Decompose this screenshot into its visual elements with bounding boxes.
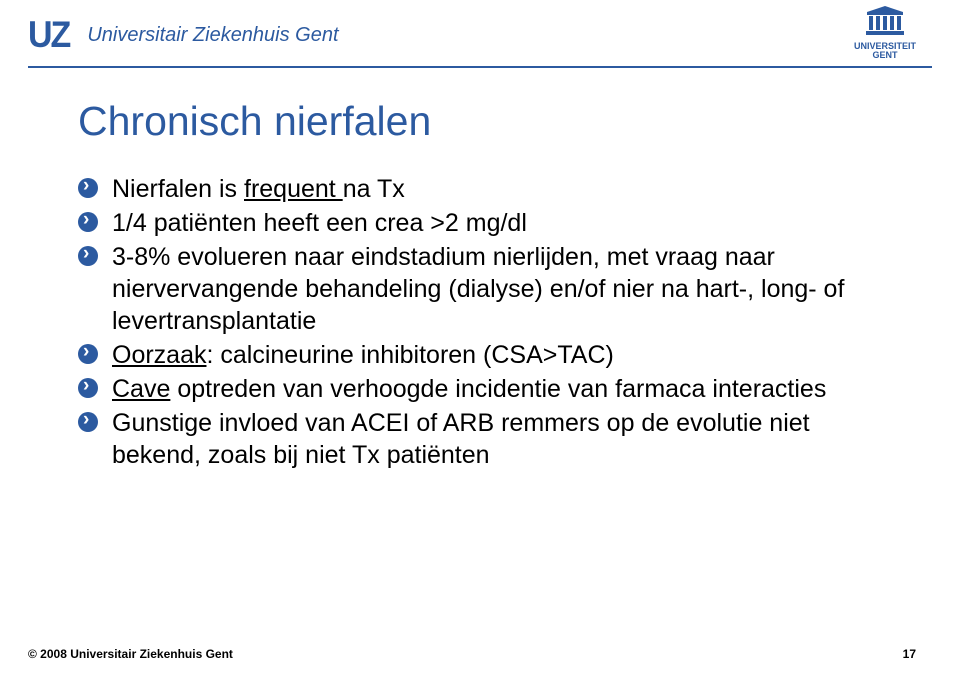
hospital-name: Universitair Ziekenhuis Gent (87, 24, 338, 47)
bullet-text: 3-8% evolueren naar eindstadium nierlijd… (112, 243, 844, 335)
bullet-item: Nierfalen is frequent na Tx (78, 173, 900, 205)
slide-header: UZ Universitair Ziekenhuis Gent UNIVERSI… (0, 0, 960, 66)
bullet-item: Oorzaak: calcineurine inhibitoren (CSA>T… (78, 339, 900, 371)
bullet-item: Gunstige invloed van ACEI of ARB remmers… (78, 407, 900, 471)
bullet-underline: Oorzaak (112, 341, 206, 369)
bullet-underline: Cave (112, 375, 170, 403)
bullet-text: Gunstige invloed van ACEI of ARB remmers… (112, 409, 810, 469)
footer-page-number: 17 (903, 647, 916, 661)
bullet-text: : calcineurine inhibitoren (CSA>TAC) (206, 341, 613, 369)
university-name-line2: GENT (854, 51, 916, 60)
bullet-text: na Tx (343, 175, 405, 203)
bullet-text: Nierfalen is (112, 175, 244, 203)
bullet-item: 3-8% evolueren naar eindstadium nierlijd… (78, 241, 900, 337)
bullet-list: Nierfalen is frequent na Tx 1/4 patiënte… (78, 173, 900, 471)
bullet-text: optreden van verhoogde incidentie van fa… (170, 375, 826, 403)
hospital-logo: UZ Universitair Ziekenhuis Gent (28, 12, 339, 55)
bullet-text: 1/4 patiënten heeft een crea >2 mg/dl (112, 209, 527, 237)
slide-footer: © 2008 Universitair Ziekenhuis Gent 17 (28, 647, 916, 661)
slide-title: Chronisch nierfalen (78, 98, 900, 145)
university-logo: UNIVERSITEIT GENT (854, 6, 916, 60)
footer-copyright: © 2008 Universitair Ziekenhuis Gent (28, 647, 233, 661)
bullet-item: 1/4 patiënten heeft een crea >2 mg/dl (78, 207, 900, 239)
ugent-building-icon (863, 6, 907, 36)
slide-content: Chronisch nierfalen Nierfalen is frequen… (0, 68, 960, 471)
uz-logo-mark: UZ (28, 14, 69, 57)
bullet-item: Cave optreden van verhoogde incidentie v… (78, 373, 900, 405)
bullet-underline: frequent (244, 175, 343, 203)
